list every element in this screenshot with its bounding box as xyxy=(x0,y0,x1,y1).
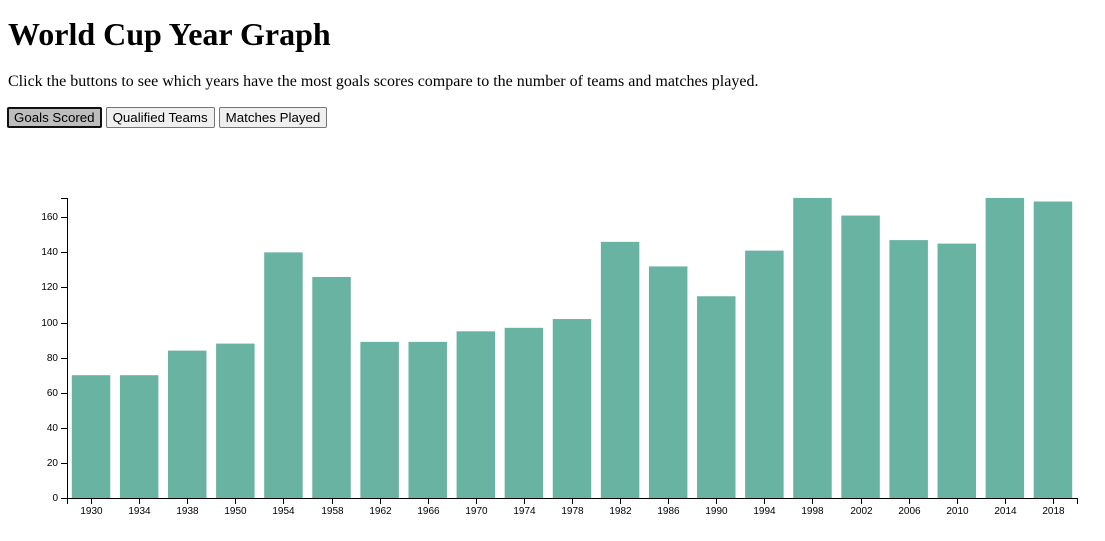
x-tick-label-2018: 2018 xyxy=(1042,506,1065,517)
x-tick-label-1934: 1934 xyxy=(128,506,151,517)
x-tick-label-1958: 1958 xyxy=(321,506,344,517)
y-tick-label-20: 20 xyxy=(47,458,59,469)
y-tick-label-120: 120 xyxy=(41,282,58,293)
bar-1934 xyxy=(119,375,159,498)
bars-layer xyxy=(71,198,1073,498)
x-tick-label-1950: 1950 xyxy=(224,506,247,517)
y-tick-label-100: 100 xyxy=(41,318,58,329)
bar-1994 xyxy=(745,250,784,498)
x-tick-label-1986: 1986 xyxy=(657,506,680,517)
x-tick-label-1954: 1954 xyxy=(272,506,295,517)
bar-2010 xyxy=(937,243,976,498)
bar-1982 xyxy=(600,241,640,498)
qualified-teams-button[interactable]: Qualified Teams xyxy=(105,107,215,128)
x-tick-label-1938: 1938 xyxy=(176,506,199,517)
x-tick-label-1982: 1982 xyxy=(609,506,632,517)
bar-2002 xyxy=(841,215,880,498)
bar-1950 xyxy=(216,343,255,498)
x-tick-label-1966: 1966 xyxy=(417,506,440,517)
bar-1958 xyxy=(312,276,351,498)
bar-1966 xyxy=(408,341,447,498)
y-axis: 0 20 40 60 80 100 120 140 160 xyxy=(41,198,68,504)
y-tick-label-40: 40 xyxy=(47,423,59,434)
bar-2014 xyxy=(985,198,1025,498)
y-tick-label-140: 140 xyxy=(41,247,58,258)
bar-1986 xyxy=(648,266,688,498)
x-tick-label-1978: 1978 xyxy=(561,506,584,517)
bar-2018 xyxy=(1033,201,1073,498)
x-tick-label-2014: 2014 xyxy=(994,506,1017,517)
x-tick-label-1974: 1974 xyxy=(513,506,536,517)
bar-1998 xyxy=(793,198,832,498)
metric-button-group: Goals Scored Qualified Teams Matches Pla… xyxy=(7,107,328,128)
x-tick-label-2006: 2006 xyxy=(898,506,921,517)
x-axis: 1930 1934 1938 1950 1954 1958 1962 1966 1970 1974… xyxy=(67,498,1078,517)
y-tick-label-160: 160 xyxy=(41,212,58,223)
bar-1938 xyxy=(168,350,207,498)
x-tick-label-1994: 1994 xyxy=(753,506,776,517)
bar-1970 xyxy=(456,331,496,498)
bar-1978 xyxy=(552,319,592,498)
page-title: World Cup Year Graph xyxy=(8,16,331,52)
y-tick-label-0: 0 xyxy=(52,493,58,504)
goals-scored-button[interactable]: Goals Scored xyxy=(7,107,102,128)
y-tick-label-60: 60 xyxy=(47,388,59,399)
matches-played-button[interactable]: Matches Played xyxy=(218,107,328,128)
y-tick-label-80: 80 xyxy=(47,353,59,364)
x-tick-label-2002: 2002 xyxy=(850,506,873,517)
bar-1930 xyxy=(71,375,111,498)
bar-1962 xyxy=(360,341,399,498)
bar-1990 xyxy=(697,296,736,498)
bar-1974 xyxy=(504,327,544,498)
x-tick-label-1962: 1962 xyxy=(369,506,392,517)
x-tick-label-1990: 1990 xyxy=(705,506,728,517)
x-tick-label-2010: 2010 xyxy=(946,506,969,517)
page-description: Click the buttons to see which years hav… xyxy=(8,73,759,90)
bar-1954 xyxy=(264,252,303,498)
x-tick-label-1930: 1930 xyxy=(80,506,103,517)
y-axis-line xyxy=(61,198,68,499)
x-tick-label-1970: 1970 xyxy=(465,506,488,517)
x-tick-label-1998: 1998 xyxy=(801,506,824,517)
bar-2006 xyxy=(889,240,928,498)
